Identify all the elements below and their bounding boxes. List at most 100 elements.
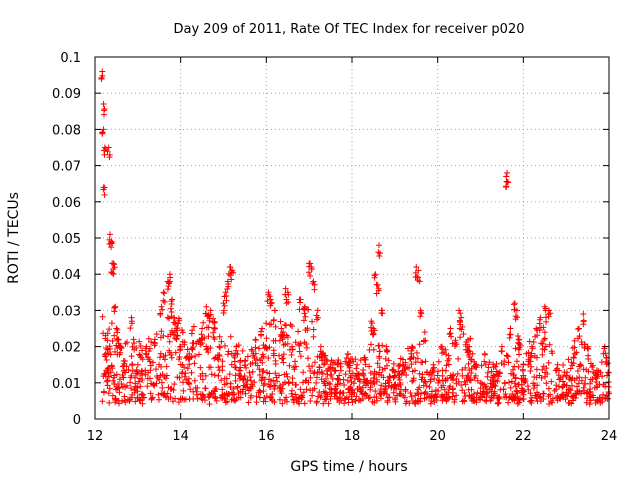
data-point	[468, 386, 475, 393]
data-point	[139, 347, 146, 354]
data-point	[298, 396, 305, 403]
data-point	[216, 343, 223, 350]
data-point	[463, 375, 470, 382]
data-point	[502, 390, 509, 397]
data-point	[199, 325, 206, 332]
data-point	[258, 355, 265, 362]
data-point	[163, 372, 170, 379]
data-point	[303, 386, 310, 393]
data-point	[341, 400, 348, 407]
data-point	[206, 393, 213, 400]
data-point	[136, 375, 143, 382]
data-point	[387, 374, 394, 381]
data-point	[221, 302, 228, 309]
data-point	[112, 395, 119, 402]
data-point	[418, 389, 425, 396]
data-point	[543, 380, 550, 387]
data-point	[154, 373, 161, 380]
data-point	[266, 344, 273, 351]
data-point	[177, 346, 184, 353]
data-point	[451, 343, 458, 350]
data-point	[203, 310, 210, 317]
data-point	[189, 344, 196, 351]
data-point	[127, 325, 134, 332]
data-point	[224, 351, 231, 358]
data-point	[289, 375, 296, 382]
data-point	[140, 391, 147, 398]
data-point	[255, 345, 262, 352]
data-point	[397, 379, 404, 386]
data-point	[116, 351, 123, 358]
data-point	[278, 325, 285, 332]
y-tick-label: 0.08	[52, 123, 81, 138]
data-point	[307, 387, 314, 394]
data-point	[593, 367, 600, 374]
data-point	[133, 384, 140, 391]
data-point	[206, 317, 213, 324]
data-point	[272, 370, 279, 377]
data-point	[118, 381, 125, 388]
data-point	[400, 369, 407, 376]
data-point	[354, 386, 361, 393]
data-point	[570, 360, 577, 367]
data-point	[539, 351, 546, 358]
data-point	[431, 375, 438, 382]
data-point	[236, 359, 243, 366]
data-point	[451, 396, 458, 403]
data-point	[285, 291, 292, 298]
data-point	[586, 389, 593, 396]
data-point	[259, 368, 266, 375]
data-point	[445, 361, 452, 368]
data-point	[536, 316, 543, 323]
data-point	[168, 351, 175, 358]
data-point	[369, 398, 376, 405]
data-point	[227, 333, 234, 340]
data-point	[529, 345, 536, 352]
data-point	[267, 300, 274, 307]
data-point	[216, 353, 223, 360]
data-point	[108, 238, 115, 245]
data-point	[100, 389, 107, 396]
data-point	[179, 369, 186, 376]
data-point	[340, 389, 347, 396]
data-point	[366, 363, 373, 370]
data-point	[190, 388, 197, 395]
data-point	[545, 393, 552, 400]
data-point	[244, 384, 251, 391]
data-point	[146, 356, 153, 363]
data-point	[164, 286, 171, 293]
data-point	[444, 396, 451, 403]
data-point	[439, 377, 446, 384]
data-point	[447, 383, 454, 390]
data-point	[500, 386, 507, 393]
data-point	[259, 351, 266, 358]
data-point	[468, 356, 475, 363]
data-point	[292, 339, 299, 346]
data-point	[137, 397, 144, 404]
data-point	[541, 329, 548, 336]
data-point	[122, 384, 129, 391]
data-point	[256, 366, 263, 373]
data-point	[571, 344, 578, 351]
data-point	[481, 358, 488, 365]
data-point	[383, 362, 390, 369]
data-point	[132, 398, 139, 405]
data-point	[514, 390, 521, 397]
data-point	[332, 383, 339, 390]
data-point	[288, 323, 295, 330]
data-point	[555, 372, 562, 379]
data-point	[112, 399, 119, 406]
data-point	[488, 368, 495, 375]
data-point	[583, 390, 590, 397]
data-point	[173, 335, 180, 342]
x-tick-label: 24	[601, 429, 618, 444]
data-point	[309, 392, 316, 399]
data-point	[593, 375, 600, 382]
data-point	[373, 370, 380, 377]
data-point	[107, 369, 114, 376]
data-point	[470, 397, 477, 404]
data-point	[185, 375, 192, 382]
data-point	[575, 335, 582, 342]
data-point	[416, 370, 423, 377]
data-point	[353, 365, 360, 372]
